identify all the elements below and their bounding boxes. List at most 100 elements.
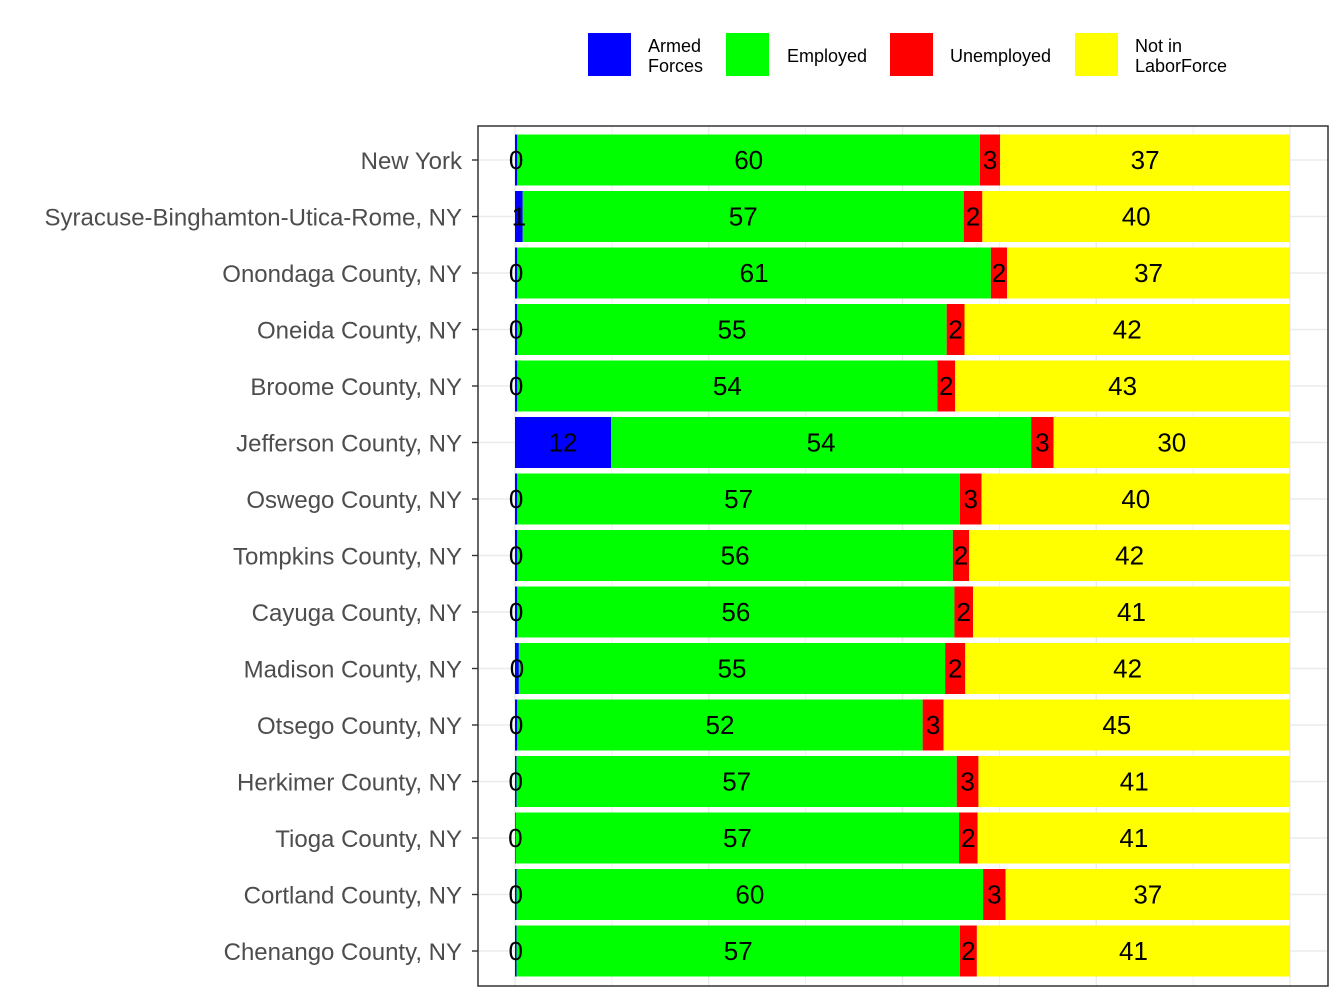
y-tick-label: Cayuga County, NY [252,600,462,627]
data-label: 42 [1113,315,1142,345]
legend-label: Armed [648,36,701,56]
data-label: 12 [549,428,578,458]
data-label: 2 [961,823,975,853]
y-tick-label: Onondaga County, NY [222,261,462,288]
y-tick-label: Herkimer County, NY [237,770,462,797]
data-label: 40 [1122,202,1151,232]
bar-segment [945,643,966,694]
bar-segment [515,756,517,807]
data-label: 3 [983,145,997,175]
data-label: 0 [509,880,523,910]
data-label: 57 [729,202,758,232]
legend-key [1075,33,1118,76]
data-label: 55 [718,315,747,345]
bar-segment [977,812,1290,864]
bar-segment [517,304,947,355]
data-label: 1 [512,202,526,232]
bar-segment [1053,417,1290,468]
bar-segment [943,699,1290,751]
bar-segment [515,925,517,977]
bar-segment [1005,869,1290,920]
data-label: 57 [724,936,753,966]
bar-segment [963,191,983,242]
y-tick-label: Jefferson County, NY [236,431,462,458]
data-label: 3 [926,710,940,740]
y-tick-label: Syracuse-Binghamton-Utica-Rome, NY [45,205,462,232]
bar-segment [516,925,960,977]
y-tick-label: Chenango County, NY [224,939,462,966]
y-tick-label: Tioga County, NY [275,826,462,853]
data-label: 61 [740,258,769,288]
data-label: 60 [734,145,763,175]
bars [515,134,1290,977]
bar-segment [976,925,1290,977]
bar-segment [515,473,518,525]
bar-segment [956,756,979,807]
bar-segment [959,812,978,864]
data-label: 0 [510,654,524,684]
bar-segment [517,360,938,412]
data-label: 3 [1035,428,1049,458]
bar-segment [973,586,1290,638]
data-label: 56 [721,597,750,627]
data-label: 0 [509,767,523,797]
bar-segment [515,247,518,299]
bar-segment [952,530,970,581]
data-label: 45 [1102,710,1131,740]
bar-segment [516,869,984,920]
data-label: 0 [509,258,523,288]
data-label: 2 [992,258,1006,288]
data-label: 0 [509,484,523,514]
bar-segment [515,586,518,638]
bar-segment [517,473,960,525]
bar-segment [515,360,518,412]
data-label: 2 [948,315,962,345]
bar-segment [515,869,517,920]
bar-segment [982,191,1290,242]
bar-segment [981,473,1290,525]
data-label: 60 [735,880,764,910]
y-tick-label: Cortland County, NY [244,883,462,910]
bar-segment [959,925,977,977]
data-label: 0 [509,710,523,740]
bar-segment [515,812,960,864]
data-label: 2 [956,597,970,627]
data-label: 3 [987,880,1001,910]
bar-segment [515,812,516,864]
legend-key [588,33,631,76]
data-label: 0 [509,315,523,345]
data-label: 41 [1117,597,1146,627]
data-label: 0 [509,371,523,401]
data-label: 0 [509,936,523,966]
legend-label: LaborForce [1135,56,1227,76]
bar-segment [955,360,1290,412]
y-tick-label: Madison County, NY [244,657,462,684]
bar-segment [517,699,923,751]
data-label: 2 [966,202,980,232]
data-label: 37 [1131,145,1160,175]
y-tick-label: Oswego County, NY [246,487,462,514]
data-label: 41 [1119,936,1148,966]
bar-segment [522,191,964,242]
bar-segment [983,869,1006,920]
bar-segment [1000,134,1290,186]
data-label: 54 [713,371,742,401]
data-label: 2 [961,936,975,966]
bar-segment [515,643,519,694]
data-label: 3 [963,484,977,514]
bar-segment [517,586,955,638]
bar-segment [937,360,956,412]
data-label: 57 [722,767,751,797]
bar-segment [1007,247,1290,299]
data-label: 40 [1121,484,1150,514]
bar-segment [964,304,1290,355]
y-axis: New York Syracuse-Binghamton-Utica-Rome, … [45,148,478,966]
bar-segment [611,417,1032,468]
bar-segment [969,530,1290,581]
data-label: 52 [706,710,735,740]
data-label: 57 [724,484,753,514]
bar-segment [990,247,1008,299]
